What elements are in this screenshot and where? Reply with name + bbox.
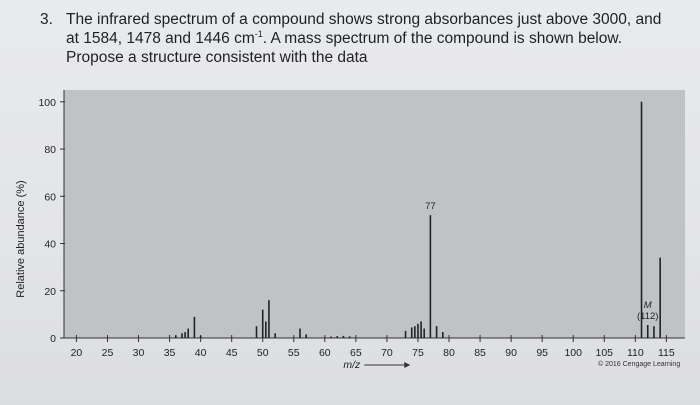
question-text: The infrared spectrum of a compound show…: [66, 10, 676, 67]
x-tick-label: 85: [474, 347, 486, 359]
x-tick-label: 110: [627, 347, 644, 359]
question-number: 3.: [40, 11, 53, 28]
x-tick-label: 25: [102, 347, 114, 359]
copyright-credit: © 2016 Cengage Learning: [598, 361, 681, 368]
x-axis-arrow-head: [404, 362, 411, 368]
question-text-superscript: -1: [254, 28, 263, 39]
y-tick-label: 60: [44, 191, 56, 203]
x-tick-label: 105: [596, 347, 614, 359]
peak-label: M: [644, 300, 652, 311]
y-tick-label: 40: [44, 239, 56, 251]
x-tick-label: 75: [412, 347, 424, 359]
question-text-part2: . A mass spectrum of the compound is sho…: [66, 30, 623, 66]
x-tick-label: 30: [133, 347, 145, 359]
x-tick-label: 45: [226, 347, 238, 359]
x-tick-label: 95: [536, 347, 548, 359]
x-tick-label: 35: [164, 347, 176, 359]
plot-area: [64, 90, 685, 338]
peak-label: 77: [425, 201, 436, 212]
y-axis-title: Relative abundance (%): [15, 180, 27, 297]
x-tick-label: 90: [505, 347, 517, 359]
x-tick-label: 60: [319, 347, 331, 359]
peak-label: (112): [637, 311, 658, 322]
x-tick-label: 20: [71, 347, 83, 359]
x-tick-label: 100: [564, 347, 582, 359]
x-axis-title: m/z: [343, 359, 361, 371]
y-tick-label: 20: [44, 286, 56, 298]
y-tick-label: 0: [50, 333, 56, 345]
x-tick-label: 55: [288, 347, 300, 359]
x-tick-label: 40: [195, 347, 207, 359]
x-tick-label: 65: [350, 347, 362, 359]
x-tick-label: 80: [443, 347, 455, 359]
x-tick-label: 115: [658, 347, 675, 359]
question-text-part1: The infrared spectrum of a compound show…: [66, 11, 662, 47]
y-tick-label: 100: [38, 97, 56, 109]
y-tick-label: 80: [44, 144, 56, 156]
x-tick-label: 50: [257, 347, 269, 359]
x-tick-label: 70: [381, 347, 393, 359]
